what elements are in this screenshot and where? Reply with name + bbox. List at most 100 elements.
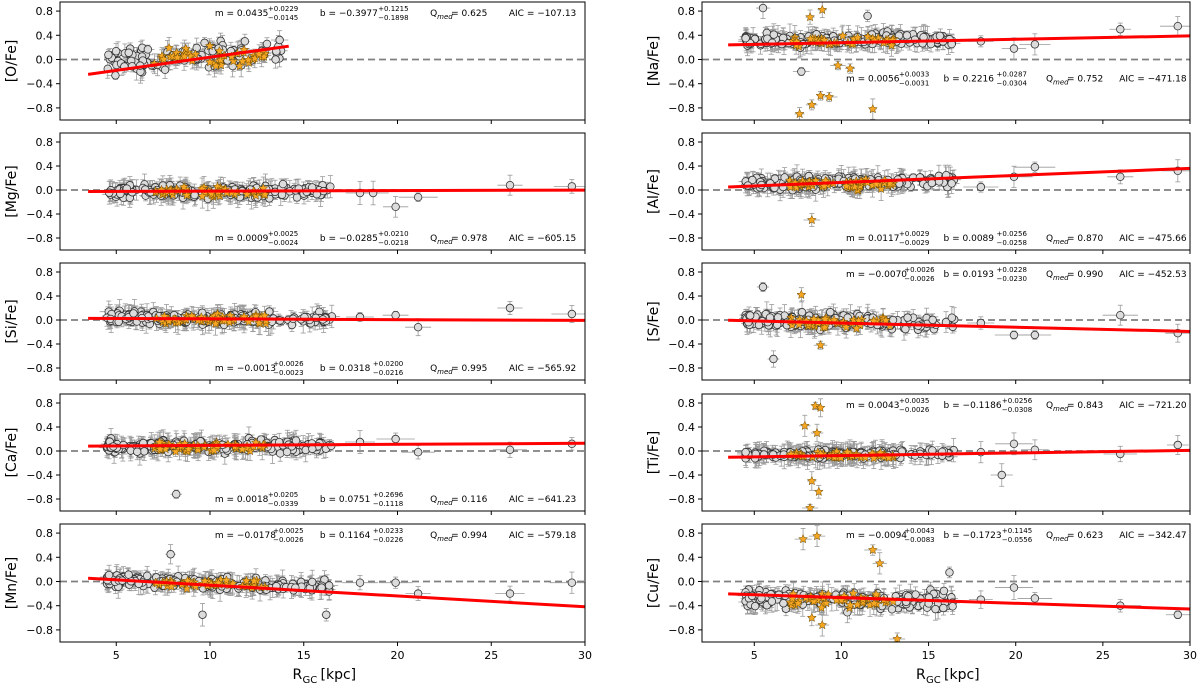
- data-point: [1173, 440, 1182, 450]
- star-data-point: [813, 486, 824, 497]
- upper-uncertainty: +0.0025: [273, 527, 303, 535]
- fit-line: [88, 188, 585, 194]
- aic-value: AIC = −605.15: [509, 234, 576, 244]
- x-tick-label: 15: [297, 649, 311, 662]
- panel-ofe: −0.8−0.40.00.40.8[O/Fe]m = 0.0435 +0.0229…: [4, 1, 586, 124]
- y-tick-label: 0.0: [36, 184, 54, 197]
- data-point: [567, 309, 577, 319]
- q-median-subscript: med: [1053, 274, 1069, 282]
- star-data-point: [880, 315, 891, 325]
- data-point: [124, 570, 133, 579]
- plot-area: [702, 159, 1190, 227]
- data-point: [976, 182, 986, 192]
- fit-line: [88, 441, 585, 448]
- star-data-point: [805, 33, 816, 44]
- star-data-point: [868, 452, 879, 463]
- data-point: [928, 315, 937, 325]
- panel-mgfe: −0.8−0.40.00.40.8[Mg/Fe]m = 0.0009 +0.002…: [4, 132, 586, 254]
- y-tick-label: 0.4: [36, 29, 54, 42]
- q-median-value: = 0.116: [451, 495, 487, 505]
- aic-value: AIC = −107.13: [509, 9, 576, 19]
- data-point: [413, 323, 423, 332]
- panel-mnfe: −0.8−0.40.00.40.85 10 15 20 25 30[Mn/Fe]m = −…: [4, 523, 592, 662]
- fit-statistics: m = 0.0009 +0.0025−0.0024 b = −0.0285 +0.02…: [215, 230, 576, 247]
- data-point: [505, 180, 515, 190]
- y-axis-label: [Ti/Fe]: [646, 431, 662, 475]
- data-point: [758, 3, 768, 13]
- panel-nafe: −0.8−0.40.00.40.8[Na/Fe] m = 0.0056 +0.003…: [646, 1, 1191, 124]
- star-data-point: [815, 90, 826, 101]
- data-point: [939, 603, 948, 613]
- upper-uncertainty: +0.0026: [273, 360, 304, 368]
- plot-area: [60, 544, 585, 627]
- aic-value: AIC = −641.23: [509, 495, 576, 505]
- lower-uncertainty: −0.0145: [268, 14, 298, 22]
- data-point: [172, 490, 181, 499]
- upper-uncertainty: +0.0033: [899, 71, 929, 79]
- lower-uncertainty: −0.0026: [273, 536, 304, 544]
- y-tick-label: −0.4: [668, 208, 695, 221]
- star-data-point: [178, 181, 189, 192]
- lower-uncertainty: −0.0031: [899, 80, 929, 88]
- fit-statistics: m = −0.0178+0.0025−0.0026 b = 0.1164 +0.02…: [215, 527, 577, 544]
- y-tick-label: 0.0: [678, 53, 696, 66]
- fit-parameter: m = 0.0117: [846, 234, 900, 244]
- lower-uncertainty: −0.0023: [273, 369, 303, 377]
- star-data-point: [254, 48, 265, 59]
- fit-parameter: m = 0.0056: [846, 75, 900, 85]
- data-point: [413, 192, 423, 202]
- upper-uncertainty: +0.0025: [268, 230, 298, 238]
- data-point: [355, 578, 365, 587]
- star-data-point: [841, 321, 852, 332]
- y-axis-label: [O/Fe]: [4, 40, 20, 83]
- y-tick-label: −0.8: [26, 362, 53, 375]
- data-point: [308, 577, 317, 587]
- upper-uncertainty: +0.0210: [378, 230, 408, 238]
- data-point: [391, 311, 400, 320]
- upper-uncertainty: +0.0029: [899, 230, 929, 238]
- y-tick-label: 0.8: [678, 266, 696, 279]
- star-data-point: [260, 189, 271, 199]
- data-point: [1116, 172, 1125, 181]
- data-point: [1116, 311, 1125, 320]
- panel-sfe: −0.8−0.40.00.40.8[S/Fe]m = −0.0070+0.002…: [646, 262, 1191, 384]
- fit-parameter: m = 0.0435: [215, 9, 269, 19]
- axes-frame: [701, 1, 1191, 121]
- y-axis-label: [Ca/Fe]: [4, 428, 20, 478]
- y-axis-label: [Al/Fe]: [646, 169, 662, 214]
- q-median: Q: [1046, 234, 1053, 244]
- q-median: Q: [430, 234, 437, 244]
- x-axis-label: R: [293, 667, 303, 683]
- data-point: [997, 470, 1006, 480]
- y-tick-label: −0.4: [26, 208, 53, 221]
- fit-parameter: b = 0.0751: [320, 495, 370, 505]
- upper-uncertainty: +0.0205: [268, 491, 298, 499]
- data-point: [843, 313, 852, 322]
- data-point: [129, 309, 138, 318]
- q-median: Q: [1046, 75, 1053, 85]
- star-data-point: [214, 45, 225, 56]
- axes-frame: [59, 523, 586, 643]
- star-data-point: [806, 475, 817, 486]
- star-data-point: [805, 11, 816, 22]
- y-axis-label: [S/Fe]: [646, 301, 662, 341]
- star-data-point: [852, 32, 863, 43]
- data-point: [779, 599, 788, 608]
- star-data-point: [819, 322, 830, 332]
- y-tick-label: 0.4: [36, 160, 54, 173]
- data-point: [1009, 44, 1019, 53]
- q-median-value: = 0.625: [451, 9, 487, 19]
- star-data-point: [183, 443, 194, 454]
- data-point: [166, 550, 175, 559]
- q-median-value: = 0.978: [451, 234, 487, 244]
- y-tick-label: 0.4: [678, 290, 696, 303]
- q-median-value: = 0.870: [1067, 234, 1103, 244]
- y-axis-label: [Mn/Fe]: [4, 557, 20, 610]
- y-tick-label: 0.0: [678, 314, 696, 327]
- star-data-point: [812, 427, 823, 438]
- data-point: [391, 578, 400, 587]
- plot-area: [702, 2, 1190, 120]
- data-point: [931, 604, 940, 614]
- star-data-point: [166, 581, 177, 592]
- plot-area: [702, 525, 1190, 642]
